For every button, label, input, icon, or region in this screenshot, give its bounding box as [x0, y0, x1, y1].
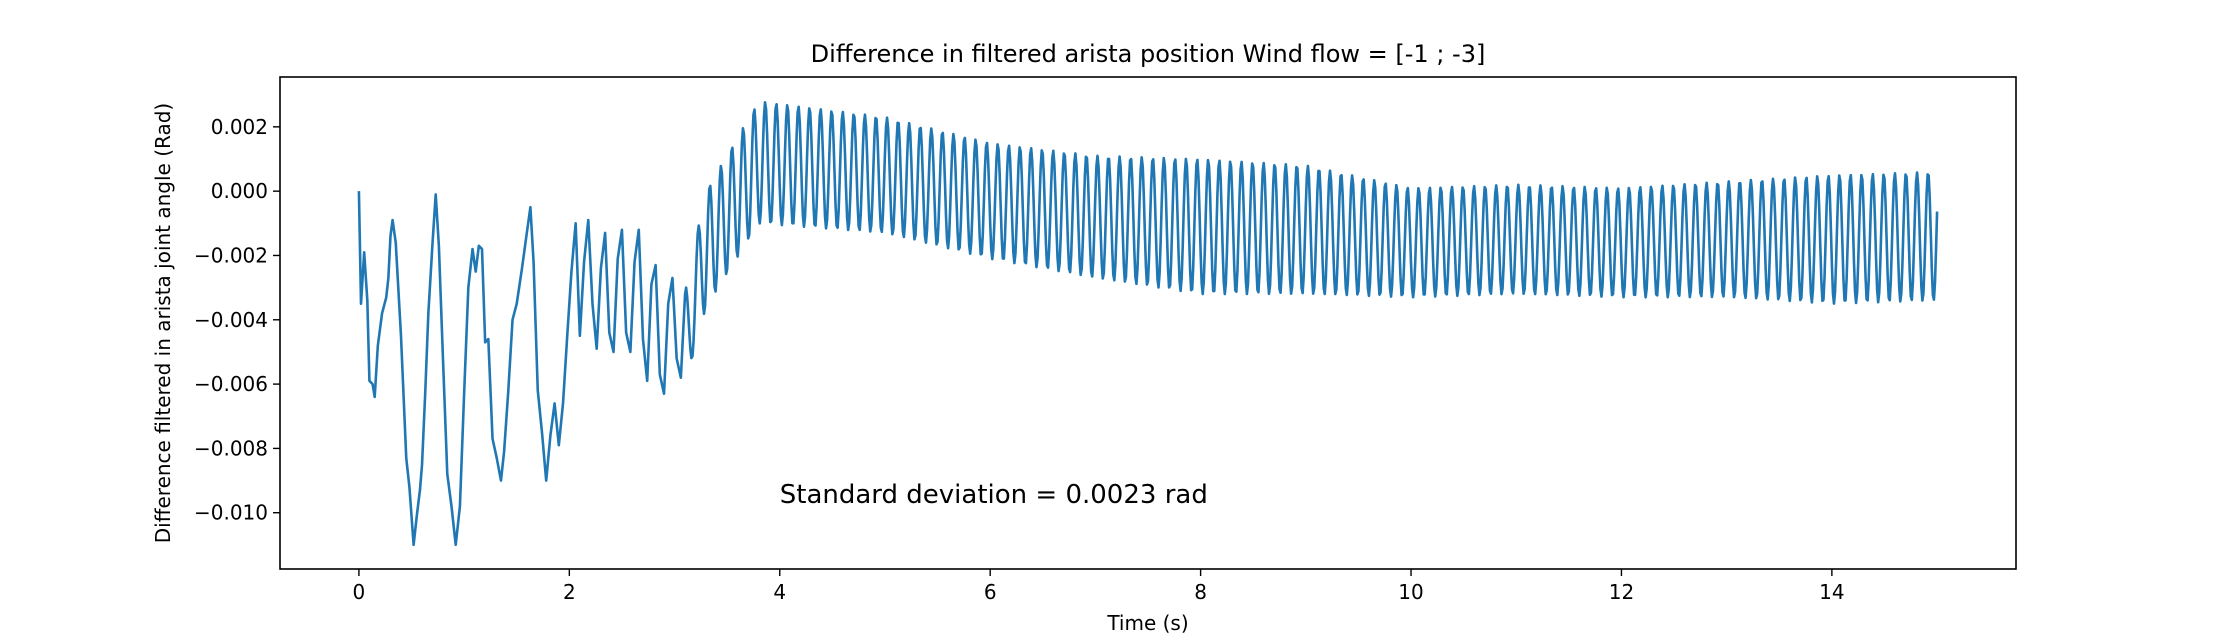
annotation-group: Standard deviation = 0.0023 rad: [780, 480, 1208, 510]
chart-title: Difference in filtered arista position W…: [811, 40, 1486, 68]
x-tick-label: 6: [984, 580, 997, 604]
plot-frame: [279, 76, 2017, 570]
x-tick-label: 10: [1398, 580, 1423, 604]
series-line: [357, 100, 1939, 547]
x-tick-label: 12: [1609, 580, 1634, 604]
series-line-group: [357, 100, 1939, 547]
y-tick-label: −0.010: [194, 501, 268, 525]
y-tick-label: −0.008: [194, 436, 268, 460]
x-tick-label: 2: [563, 580, 576, 604]
y-tick-label: −0.006: [194, 372, 268, 396]
y-tick-label: −0.002: [194, 243, 268, 267]
std-deviation-annotation: Standard deviation = 0.0023 rad: [780, 480, 1208, 510]
x-axis-label: Time (s): [1106, 611, 1188, 635]
y-axis: −0.010 −0.008 −0.006 −0.004 −0.002 0.000 0.002: [194, 115, 280, 525]
y-axis-label: Difference filtered in arista joint angl…: [151, 103, 175, 544]
x-tick-label: 8: [1194, 580, 1207, 604]
y-tick-label: 0.002: [211, 115, 268, 139]
y-tick-label: −0.004: [194, 308, 268, 332]
x-tick-label: 0: [353, 580, 366, 604]
x-axis: 0 2 4 6 8 10 12 14: [353, 569, 1845, 604]
y-tick-label: 0.000: [211, 179, 268, 203]
x-tick-label: 14: [1819, 580, 1844, 604]
x-tick-label: 4: [773, 580, 786, 604]
